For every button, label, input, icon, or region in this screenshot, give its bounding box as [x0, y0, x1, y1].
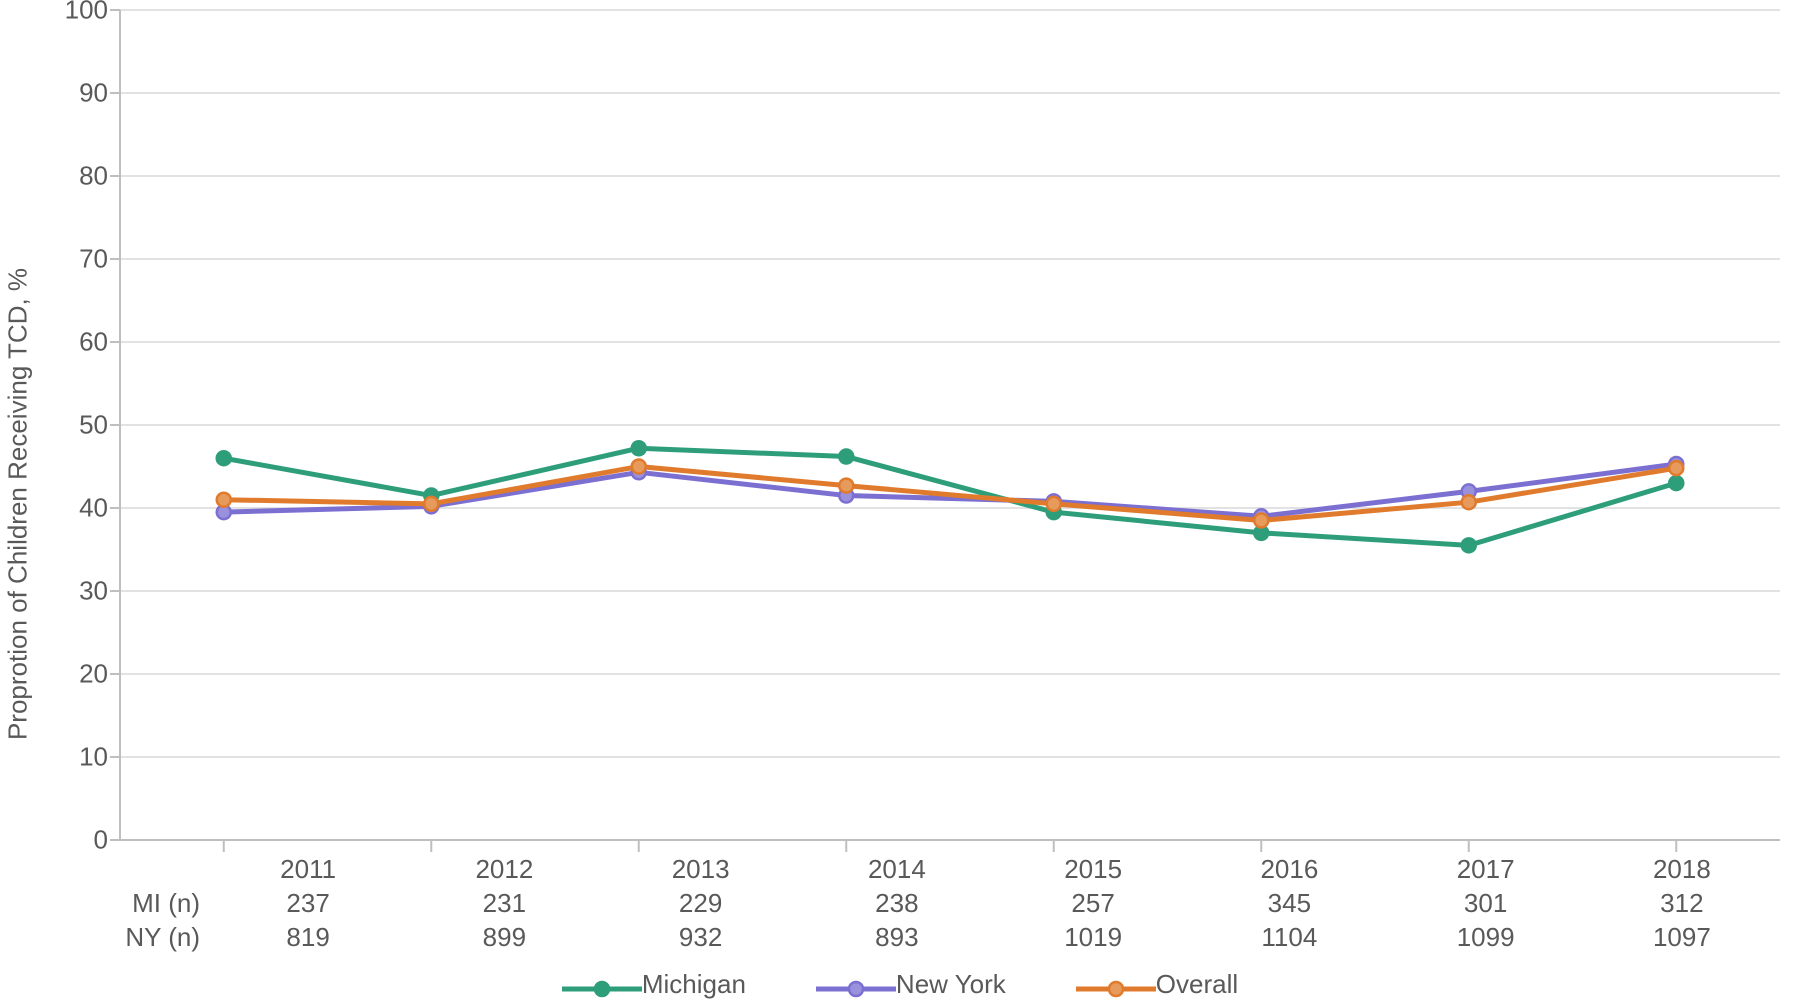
legend-swatch-michigan [562, 975, 642, 995]
x-tick-ny-n: 1104 [1191, 922, 1387, 953]
y-tick-label: 40 [48, 493, 108, 524]
x-tick-year: 2016 [1191, 854, 1387, 885]
x-tick-year: 2012 [406, 854, 602, 885]
x-tick-mi-n: 257 [995, 888, 1191, 919]
y-axis-label: Proprotion of Children Receiving TCD, % [3, 268, 34, 740]
x-axis-ny-row: NY (n) 8198999328931019110410991097 [120, 920, 1780, 954]
y-tick-label: 30 [48, 576, 108, 607]
legend-swatch-newyork [816, 975, 896, 995]
legend-swatch-overall [1076, 975, 1156, 995]
legend-label-michigan: Michigan [642, 969, 746, 1000]
x-tick-ny-n: 893 [799, 922, 995, 953]
x-row-head-mi: MI (n) [120, 888, 210, 919]
x-tick-year: 2015 [995, 854, 1191, 885]
y-tick-label: 100 [48, 0, 108, 26]
y-tick-label: 10 [48, 742, 108, 773]
x-tick-mi-n: 238 [799, 888, 995, 919]
x-tick-mi-n: 301 [1388, 888, 1584, 919]
x-tick-mi-n: 312 [1584, 888, 1780, 919]
chart-svg [120, 10, 1780, 840]
legend-item-newyork: New York [816, 969, 1006, 1000]
x-axis-years-row: 20112012201320142015201620172018 [120, 852, 1780, 886]
y-tick-label: 0 [48, 825, 108, 856]
y-tick-label: 70 [48, 244, 108, 275]
legend-label-overall: Overall [1156, 969, 1238, 1000]
x-tick-ny-n: 932 [603, 922, 799, 953]
y-tick-label: 90 [48, 78, 108, 109]
x-tick-mi-n: 229 [603, 888, 799, 919]
x-tick-year: 2018 [1584, 854, 1780, 885]
x-tick-ny-n: 819 [210, 922, 406, 953]
x-tick-year: 2013 [603, 854, 799, 885]
legend-label-newyork: New York [896, 969, 1006, 1000]
y-tick-label: 50 [48, 410, 108, 441]
x-tick-ny-n: 899 [406, 922, 602, 953]
x-tick-mi-n: 345 [1191, 888, 1387, 919]
x-axis-block: 20112012201320142015201620172018 MI (n) … [120, 852, 1780, 954]
y-tick-label: 60 [48, 327, 108, 358]
chart-container: Proprotion of Children Receiving TCD, % … [0, 0, 1800, 1008]
x-tick-ny-n: 1019 [995, 922, 1191, 953]
x-axis-mi-row: MI (n) 237231229238257345301312 [120, 886, 1780, 920]
x-tick-year: 2014 [799, 854, 995, 885]
legend: Michigan New York Overall [0, 969, 1800, 1000]
legend-item-overall: Overall [1076, 969, 1238, 1000]
x-tick-year: 2011 [210, 854, 406, 885]
x-tick-ny-n: 1099 [1388, 922, 1584, 953]
y-tick-label: 80 [48, 161, 108, 192]
plot-area: 0102030405060708090100 [120, 10, 1780, 840]
y-tick-label: 20 [48, 659, 108, 690]
x-tick-year: 2017 [1388, 854, 1584, 885]
x-tick-mi-n: 231 [406, 888, 602, 919]
x-tick-mi-n: 237 [210, 888, 406, 919]
legend-item-michigan: Michigan [562, 969, 746, 1000]
x-tick-ny-n: 1097 [1584, 922, 1780, 953]
x-row-head-ny: NY (n) [120, 922, 210, 953]
